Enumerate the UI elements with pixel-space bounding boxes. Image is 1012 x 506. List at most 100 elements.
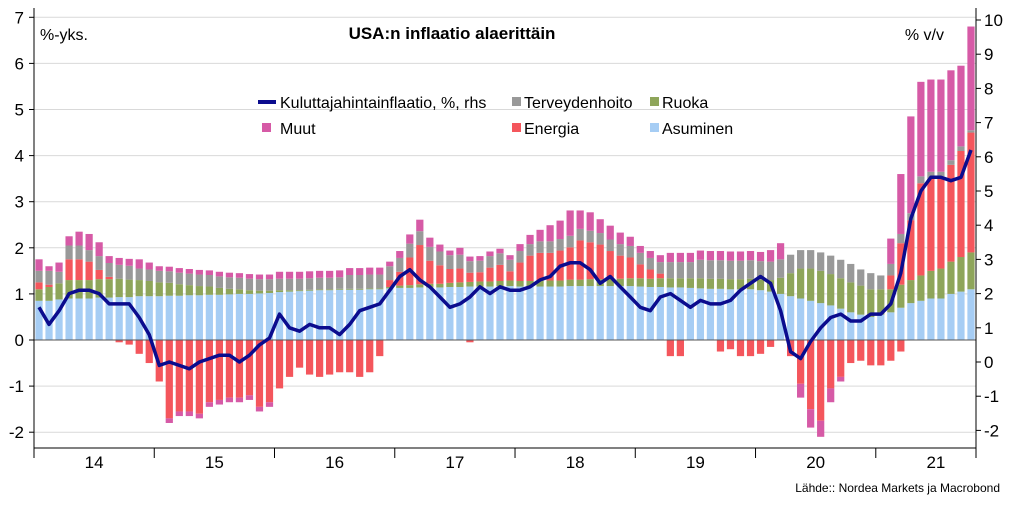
bar-ruoka xyxy=(35,289,43,301)
bar-terveydenhoito xyxy=(917,176,925,184)
right-tick-label: -2 xyxy=(984,421,999,440)
bar-asuminen xyxy=(486,286,494,340)
bar-terveydenhoito xyxy=(807,250,815,269)
bar-ruoka xyxy=(305,289,314,291)
bar-terveydenhoito xyxy=(786,254,795,274)
bar-terveydenhoito xyxy=(235,277,244,290)
bar-ruoka xyxy=(326,289,334,291)
bar-energia-negative xyxy=(857,340,865,361)
legend-label-terveydenhoito: Terveydenhoito xyxy=(524,95,633,112)
bar-energia xyxy=(456,268,464,283)
bar-energia-negative xyxy=(867,340,875,366)
bar-terveydenhoito xyxy=(706,260,715,279)
bar-energia xyxy=(506,271,514,281)
bar-muut xyxy=(95,242,103,257)
bar-ruoka xyxy=(807,268,815,301)
bar-muut xyxy=(907,116,915,214)
bar-ruoka xyxy=(927,270,935,299)
bar-ruoka xyxy=(736,279,745,290)
bar-muut xyxy=(756,251,765,262)
bar-muut xyxy=(295,271,304,279)
bar-muut xyxy=(516,244,524,252)
bar-energia-negative xyxy=(666,340,674,357)
bar-muut xyxy=(706,251,715,261)
bar-muut xyxy=(265,274,274,280)
bar-asuminen xyxy=(205,294,213,340)
bar-energia xyxy=(95,269,103,280)
bar-muut xyxy=(305,271,314,279)
bar-energia-negative xyxy=(746,340,755,357)
bar-energia-negative xyxy=(466,340,474,343)
bar-asuminen xyxy=(55,299,63,340)
bar-muut xyxy=(285,271,294,279)
bar-asuminen xyxy=(315,290,324,340)
bar-muut xyxy=(75,231,83,246)
bar-terveydenhoito xyxy=(305,278,314,290)
bar-muut xyxy=(326,270,334,278)
bar-muut xyxy=(85,233,93,251)
bar-terveydenhoito xyxy=(857,269,865,286)
bar-terveydenhoito xyxy=(255,279,264,291)
left-tick-label: 5 xyxy=(15,101,24,120)
bar-terveydenhoito xyxy=(526,244,534,256)
bar-asuminen xyxy=(446,286,454,340)
bar-asuminen xyxy=(175,295,183,340)
bar-terveydenhoito xyxy=(586,230,594,243)
bar-energia xyxy=(596,244,604,280)
bar-muut xyxy=(536,229,544,242)
right-tick-label: 4 xyxy=(984,216,993,235)
bar-ruoka xyxy=(797,268,805,299)
year-tick-label: 14 xyxy=(85,453,104,472)
bar-muut xyxy=(576,210,584,229)
legend-label-energia: Energia xyxy=(524,121,579,138)
bar-asuminen xyxy=(95,297,103,340)
bar-ruoka xyxy=(967,252,975,290)
bar-energia-negative xyxy=(135,340,143,354)
bar-muut xyxy=(927,79,935,172)
bar-ruoka xyxy=(315,289,324,291)
bar-asuminen xyxy=(817,303,825,340)
bar-terveydenhoito xyxy=(446,255,454,270)
bar-ruoka xyxy=(546,280,554,287)
bar-terveydenhoito xyxy=(536,241,544,253)
left-tick-label: -1 xyxy=(9,377,24,396)
bar-terveydenhoito xyxy=(135,268,143,281)
bar-energia xyxy=(516,262,524,281)
bar-asuminen xyxy=(476,286,484,340)
bar-energia-negative xyxy=(817,340,825,421)
bar-ruoka xyxy=(125,279,133,298)
bar-terveydenhoito xyxy=(45,270,53,285)
bar-muut xyxy=(696,250,705,260)
bar-asuminen xyxy=(676,287,684,340)
bar-asuminen xyxy=(837,308,845,340)
bar-ruoka xyxy=(506,280,514,287)
bar-muut xyxy=(917,81,925,177)
gridlines xyxy=(34,16,976,433)
right-tick-label: 3 xyxy=(984,250,993,269)
bar-asuminen xyxy=(827,305,835,340)
bar-muut xyxy=(546,225,554,242)
bar-ruoka xyxy=(496,280,504,287)
bar-terveydenhoito xyxy=(145,269,153,281)
bar-asuminen xyxy=(416,287,424,340)
bar-ruoka xyxy=(686,278,695,288)
right-tick-label: 1 xyxy=(984,319,993,338)
legend-swatch-asuminen xyxy=(650,123,659,132)
bar-muut xyxy=(646,251,654,258)
bar-muut xyxy=(366,267,374,275)
bar-ruoka xyxy=(566,279,574,287)
bar-asuminen xyxy=(556,286,564,340)
bar-energia-negative xyxy=(295,340,304,368)
bar-ruoka xyxy=(877,289,885,315)
bar-energia-negative xyxy=(285,340,294,377)
bar-muut xyxy=(205,270,213,275)
bar-energia-negative xyxy=(195,340,203,414)
bar-muut xyxy=(616,232,624,245)
bar-muut-negative xyxy=(797,383,805,398)
bar-energia-negative xyxy=(847,340,855,364)
bar-muut xyxy=(215,271,224,277)
bar-terveydenhoito xyxy=(546,241,554,253)
bar-muut xyxy=(336,270,344,278)
year-tick-label: 16 xyxy=(325,453,344,472)
bar-terveydenhoito xyxy=(85,250,93,262)
